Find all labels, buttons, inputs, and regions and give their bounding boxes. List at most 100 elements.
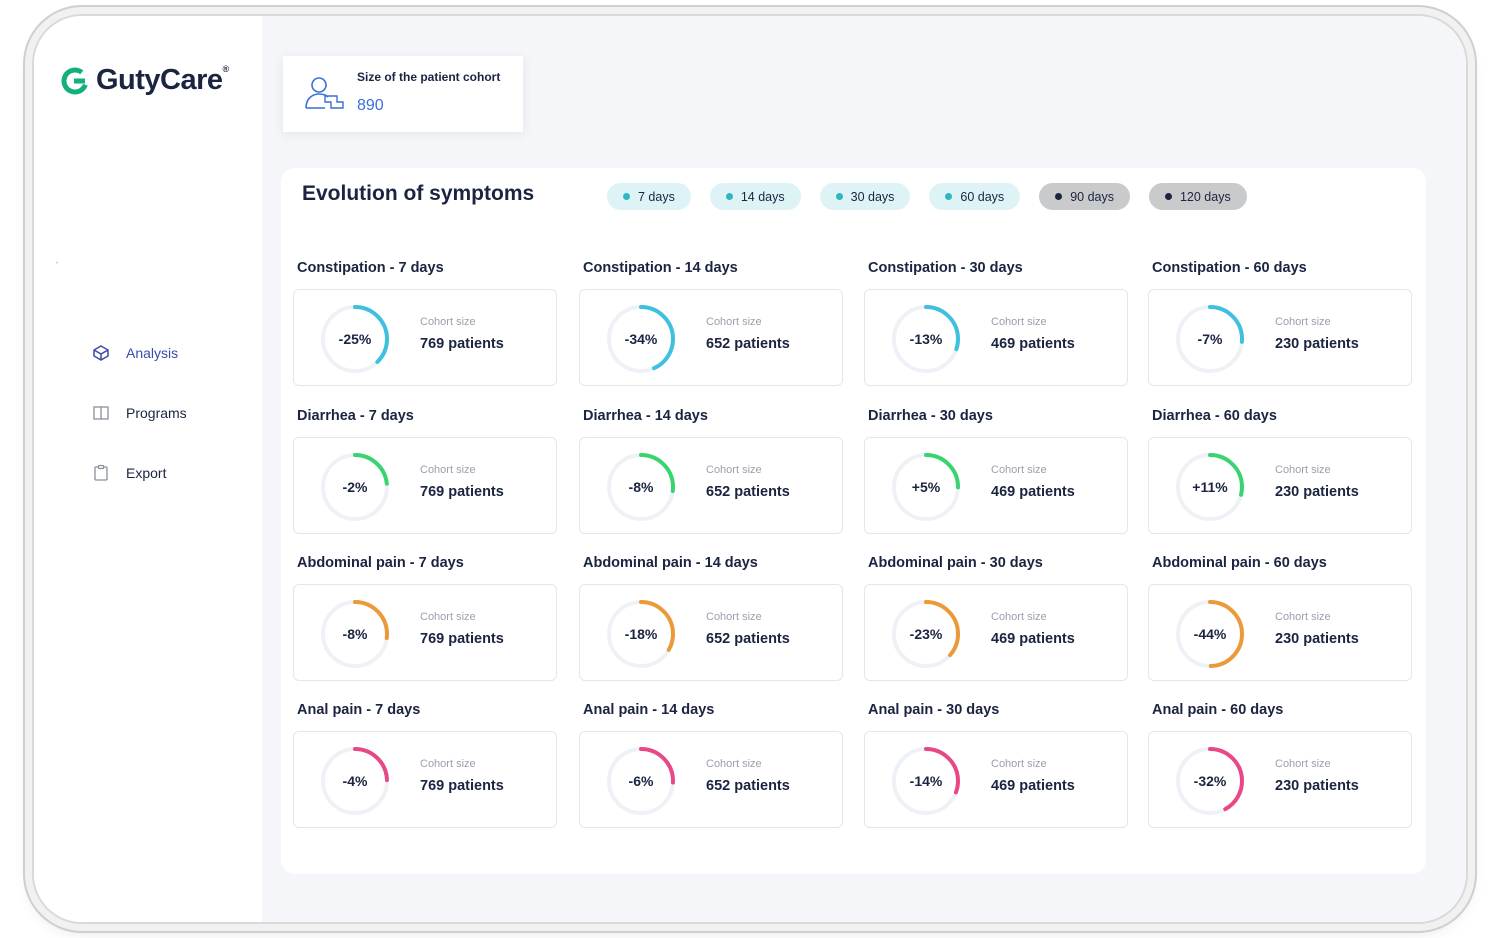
progress-ring-icon <box>607 747 675 815</box>
sidebar-item-analysis[interactable]: Analysis <box>92 342 187 364</box>
cohort-size-caption: Cohort size <box>706 464 762 476</box>
symptom-cell-title: Anal pain - 60 days <box>1152 702 1284 718</box>
symptom-cell-title: Anal pain - 14 days <box>583 702 715 718</box>
sidebar-item-label: Analysis <box>126 345 179 361</box>
symptom-card[interactable]: +5% Cohort size 469 patients <box>864 437 1128 534</box>
panel-title: Evolution of symptoms <box>302 182 535 205</box>
sidebar: GutyCare® • Analysis Programs Export <box>34 16 262 922</box>
filter-30-days[interactable]: 30 days <box>819 183 911 210</box>
book-icon <box>93 406 109 420</box>
status-dot-icon <box>1164 193 1172 200</box>
filter-label: 30 days <box>850 189 895 204</box>
cohort-size-card: Size of the patient cohort 890 <box>283 56 523 132</box>
cohort-size-patients: 769 patients <box>420 778 504 794</box>
symptom-card[interactable]: -23% Cohort size 469 patients <box>864 584 1128 681</box>
cohort-size-label: Size of the patient cohort <box>357 70 501 84</box>
cohort-size-patients: 469 patients <box>991 631 1075 647</box>
progress-ring-icon <box>321 453 389 521</box>
progress-ring-icon <box>1176 747 1244 815</box>
filter-label: 60 days <box>960 189 1005 204</box>
symptom-cell-title: Constipation - 30 days <box>868 260 1023 276</box>
cohort-size-caption: Cohort size <box>1275 611 1331 623</box>
symptom-cell-title: Diarrhea - 7 days <box>297 408 414 424</box>
cohort-size-caption: Cohort size <box>991 464 1047 476</box>
cohort-size-caption: Cohort size <box>991 611 1047 623</box>
sidebar-item-programs[interactable]: Programs <box>92 402 187 424</box>
evolution-percentage: -23% <box>909 626 943 642</box>
symptom-cell: Anal pain - 14 days -6% Cohort size 652 pat… <box>579 702 843 828</box>
progress-ring-icon <box>892 747 960 815</box>
symptom-cell: Diarrhea - 60 days +11% Cohort size 230 pat… <box>1148 408 1412 534</box>
symptom-card[interactable]: -14% Cohort size 469 patients <box>864 731 1128 828</box>
evolution-percentage: -34% <box>624 331 658 347</box>
symptom-cell: Constipation - 60 days -7% Cohort size 230 … <box>1148 260 1412 386</box>
symptom-cell: Anal pain - 30 days -14% Cohort size 469 pa… <box>864 702 1128 828</box>
symptom-cell-title: Diarrhea - 14 days <box>583 408 708 424</box>
app-screen: GutyCare® • Analysis Programs Export <box>34 16 1466 922</box>
symptom-card[interactable]: -44% Cohort size 230 patients <box>1148 584 1412 681</box>
symptom-cell: Abdominal pain - 30 days -23% Cohort size 4… <box>864 555 1128 681</box>
cohort-size-caption: Cohort size <box>706 758 762 770</box>
progress-ring-icon <box>321 747 389 815</box>
progress-ring-arc <box>1176 600 1244 668</box>
symptom-card[interactable]: -34% Cohort size 652 patients <box>579 289 843 386</box>
cohort-size-caption: Cohort size <box>706 611 762 623</box>
symptom-card[interactable]: -8% Cohort size 652 patients <box>579 437 843 534</box>
symptoms-panel: Evolution of symptoms 7 days 14 days 30 … <box>281 168 1426 874</box>
cube-icon <box>93 345 109 361</box>
evolution-percentage: -4% <box>342 773 368 789</box>
progress-ring-arc <box>892 747 960 815</box>
evolution-percentage: +5% <box>911 479 941 495</box>
symptom-card[interactable]: -6% Cohort size 652 patients <box>579 731 843 828</box>
symptom-cell: Constipation - 7 days -25% Cohort size 769 … <box>293 260 557 386</box>
cohort-size-caption: Cohort size <box>1275 316 1331 328</box>
filter-7-days[interactable]: 7 days <box>607 183 691 210</box>
symptom-card[interactable]: -8% Cohort size 769 patients <box>293 584 557 681</box>
symptom-card[interactable]: -7% Cohort size 230 patients <box>1148 289 1412 386</box>
filter-label: 90 days <box>1070 189 1114 204</box>
symptom-cell: Anal pain - 7 days -4% Cohort size 769 pati… <box>293 702 557 828</box>
status-dot-icon <box>945 193 953 200</box>
progress-ring-arc <box>1176 305 1244 373</box>
symptom-card[interactable]: +11% Cohort size 230 patients <box>1148 437 1412 534</box>
symptom-card[interactable]: -13% Cohort size 469 patients <box>864 289 1128 386</box>
cohort-size-caption: Cohort size <box>420 464 476 476</box>
filter-120-days[interactable]: 120 days <box>1148 183 1247 210</box>
symptom-card[interactable]: -4% Cohort size 769 patients <box>293 731 557 828</box>
symptom-card[interactable]: -32% Cohort size 230 patients <box>1148 731 1412 828</box>
cohort-size-caption: Cohort size <box>1275 464 1331 476</box>
gutycare-logo-icon <box>61 67 89 94</box>
status-dot-icon <box>725 193 733 200</box>
cohort-size-patients: 469 patients <box>991 484 1075 500</box>
progress-ring-icon <box>892 305 960 373</box>
progress-ring-icon <box>1176 600 1244 668</box>
cohort-size-patients: 469 patients <box>991 778 1075 794</box>
filter-90-days[interactable]: 90 days <box>1039 183 1130 210</box>
logo-text: GutyCare® <box>96 64 229 97</box>
progress-ring-arc <box>607 305 675 373</box>
symptom-cell-title: Abdominal pain - 7 days <box>297 555 464 571</box>
device-frame: GutyCare® • Analysis Programs Export <box>34 16 1466 922</box>
symptom-cell: Constipation - 14 days -34% Cohort size 652… <box>579 260 843 386</box>
brand-mark: ® <box>222 64 230 74</box>
progress-ring-icon <box>607 600 675 668</box>
symptom-card[interactable]: -25% Cohort size 769 patients <box>293 289 557 386</box>
filter-60-days[interactable]: 60 days <box>929 183 1021 210</box>
sidebar-item-export[interactable]: Export <box>92 462 187 484</box>
cohort-size-caption: Cohort size <box>420 316 476 328</box>
filter-14-days[interactable]: 14 days <box>709 183 801 210</box>
evolution-percentage: -25% <box>338 331 372 347</box>
filter-label: 120 days <box>1179 189 1231 204</box>
symptom-cell-title: Anal pain - 30 days <box>868 702 1000 718</box>
symptom-cell: Diarrhea - 7 days -2% Cohort size 769 patie… <box>293 408 557 534</box>
add-user-icon <box>305 77 344 109</box>
cohort-size-patients: 230 patients <box>1275 336 1359 352</box>
status-dot-icon <box>623 193 630 200</box>
symptom-cell-title: Abdominal pain - 60 days <box>1152 555 1327 571</box>
progress-ring-icon <box>607 305 675 373</box>
symptom-card[interactable]: -18% Cohort size 652 patients <box>579 584 843 681</box>
logo[interactable]: GutyCare® <box>60 64 229 97</box>
cohort-size-patients: 769 patients <box>420 336 504 352</box>
evolution-percentage: -18% <box>624 626 658 642</box>
symptom-card[interactable]: -2% Cohort size 769 patients <box>293 437 557 534</box>
